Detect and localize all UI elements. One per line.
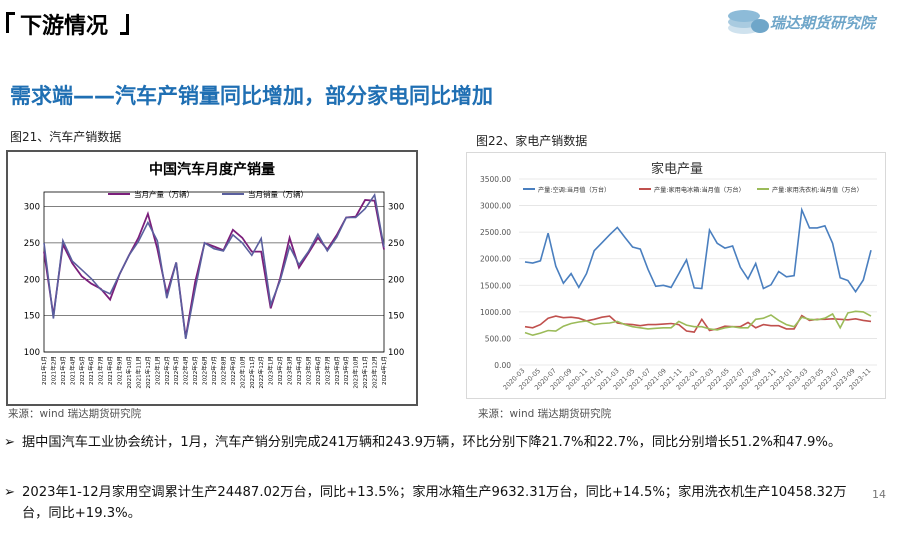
x-tick-label: 2023年5月 bbox=[304, 356, 312, 385]
legend-label: 产量:家用洗衣机:当月值（万台） bbox=[772, 186, 863, 194]
x-tick-label: 2022年8月 bbox=[219, 356, 227, 385]
y-tick-label: 1000.00 bbox=[480, 308, 511, 317]
y-tick-label: 0.00 bbox=[494, 361, 511, 370]
page-number: 14 bbox=[872, 488, 886, 501]
y-tick-label-right: 150 bbox=[388, 312, 404, 322]
y-tick-label-left: 150 bbox=[24, 312, 40, 322]
legend-label: 产量:空调:当月值（万台） bbox=[538, 186, 610, 194]
y-tick-label-right: 250 bbox=[388, 239, 404, 249]
y-tick-label-left: 100 bbox=[24, 348, 40, 358]
x-tick-label: 2023年11月 bbox=[361, 356, 369, 389]
chart-title: 家电产量 bbox=[651, 161, 703, 177]
chart-title: 中国汽车月度产销量 bbox=[149, 161, 275, 178]
bullet-2: ➢ 2023年1-12月家用空调累计生产24487.02万台，同比+13.5%；家… bbox=[4, 482, 849, 524]
x-tick-label: 2023年9月 bbox=[342, 356, 350, 385]
bullet-text: 2023年1-12月家用空调累计生产24487.02万台，同比+13.5%；家用… bbox=[22, 485, 847, 521]
x-tick-label: 2021年2月 bbox=[49, 356, 57, 385]
brand-logo-icon bbox=[728, 10, 769, 34]
x-tick-label: 2021年5月 bbox=[78, 356, 86, 385]
auto-chart-panel: 中国汽车月度产销量 100 100 150 150 200 200 250 250 300 300 2… bbox=[6, 150, 418, 406]
fig1-source: 来源：wind 瑞达期货研究院 bbox=[8, 408, 142, 420]
y-tick-label-right: 100 bbox=[388, 348, 404, 358]
x-tick-label: 2021年3月 bbox=[59, 356, 67, 385]
y-tick-label-right: 300 bbox=[388, 203, 404, 213]
x-tick-label: 2022年2月 bbox=[163, 356, 171, 385]
x-tick-label: 2022年1月 bbox=[153, 356, 161, 385]
y-tick-label: 500.00 bbox=[485, 334, 511, 343]
plot-frame bbox=[43, 191, 385, 353]
x-tick-label: 2022年4月 bbox=[182, 356, 190, 385]
x-tick-label: 2021年1月 bbox=[40, 356, 48, 385]
x-tick-label: 2023年6月 bbox=[314, 356, 322, 385]
bullet-text: 据中国汽车工业协会统计，1月，汽车产销分别完成241万辆和243.9万辆，环比分… bbox=[22, 435, 842, 450]
title-bracket-right bbox=[120, 14, 129, 35]
title-bracket-left bbox=[6, 12, 15, 33]
legend-label: 当月销量（万辆） bbox=[248, 189, 308, 199]
x-tick-label: 2022年9月 bbox=[229, 356, 237, 385]
appliance-line-chart: 家电产量 0.00 500.00 1000.00 1500.00 2000.00 2500.… bbox=[480, 161, 877, 392]
x-tick-label: 2022年12月 bbox=[257, 356, 265, 389]
x-tick-label: 2022年3月 bbox=[172, 356, 180, 385]
y-tick-label-left: 300 bbox=[24, 203, 40, 213]
x-tick-label: 2023年8月 bbox=[333, 356, 341, 385]
x-tick-label: 2022年5月 bbox=[191, 356, 199, 385]
bullet-marker: ➢ bbox=[4, 485, 16, 500]
x-tick-label: 2023年3月 bbox=[286, 356, 294, 385]
series-line bbox=[524, 310, 872, 337]
bullet-marker: ➢ bbox=[4, 435, 16, 450]
x-tick-label: 2022年7月 bbox=[210, 356, 218, 385]
series-line bbox=[43, 199, 385, 338]
fig2-source: 来源：wind 瑞达期货研究院 bbox=[478, 408, 612, 420]
x-tick-label: 2022年10月 bbox=[238, 356, 246, 389]
x-tick-label: 2021年7月 bbox=[97, 356, 105, 385]
series-line bbox=[43, 192, 385, 340]
x-tick-label: 2023年4月 bbox=[295, 356, 303, 385]
x-tick-label: 2023年1月 bbox=[267, 356, 275, 385]
auto-line-chart: 中国汽车月度产销量 100 100 150 150 200 200 250 250 300 300 2… bbox=[24, 161, 404, 389]
x-tick-label: 2021年12月 bbox=[144, 356, 152, 389]
x-tick-label: 2022年11月 bbox=[248, 356, 256, 389]
x-tick-label: 2021年11月 bbox=[134, 356, 142, 389]
y-tick-label-right: 200 bbox=[388, 275, 404, 285]
page-headline: 需求端——汽车产销量同比增加，部分家电同比增加 bbox=[10, 84, 493, 108]
fig1-caption: 图21、汽车产销数据 bbox=[10, 130, 122, 144]
x-tick-label: 2023年12月 bbox=[371, 356, 379, 389]
x-tick-label: 2021年9月 bbox=[116, 356, 124, 385]
y-tick-label-left: 200 bbox=[24, 275, 40, 285]
x-tick-label: 2022年6月 bbox=[201, 356, 209, 385]
x-tick-label: 2021年6月 bbox=[87, 356, 95, 385]
section-title: 下游情况 bbox=[20, 14, 109, 39]
appliance-chart-panel: 家电产量 0.00 500.00 1000.00 1500.00 2000.00 2500.… bbox=[466, 152, 886, 399]
x-tick-label: 2023年7月 bbox=[323, 356, 331, 385]
y-tick-label-left: 250 bbox=[24, 239, 40, 249]
x-tick-label: 2024年1月 bbox=[380, 356, 388, 385]
legend-label: 产量:家用电冰箱:当月值（万台） bbox=[654, 186, 745, 194]
series-line bbox=[524, 314, 872, 333]
x-tick-label: 2021年4月 bbox=[68, 356, 76, 385]
legend-label: 当月产量（万辆） bbox=[134, 189, 194, 199]
fig2-caption: 图22、家电产销数据 bbox=[476, 134, 588, 148]
x-tick-label: 2023年10月 bbox=[352, 356, 360, 389]
bullet-1: ➢ 据中国汽车工业协会统计，1月，汽车产销分别完成241万辆和243.9万辆，环比… bbox=[4, 432, 884, 453]
x-tick-label: 2021年8月 bbox=[106, 356, 114, 385]
brand-name: 瑞达期货研究院 bbox=[770, 14, 876, 32]
series-line bbox=[524, 206, 872, 294]
y-tick-label: 2000.00 bbox=[480, 255, 511, 264]
y-tick-label: 3500.00 bbox=[480, 175, 511, 184]
x-tick-label: 2023年2月 bbox=[276, 356, 284, 385]
x-tick-label: 2021年10月 bbox=[125, 356, 133, 389]
y-tick-label: 1500.00 bbox=[480, 281, 511, 290]
y-tick-label: 2500.00 bbox=[480, 228, 511, 237]
y-tick-label: 3000.00 bbox=[480, 202, 511, 211]
